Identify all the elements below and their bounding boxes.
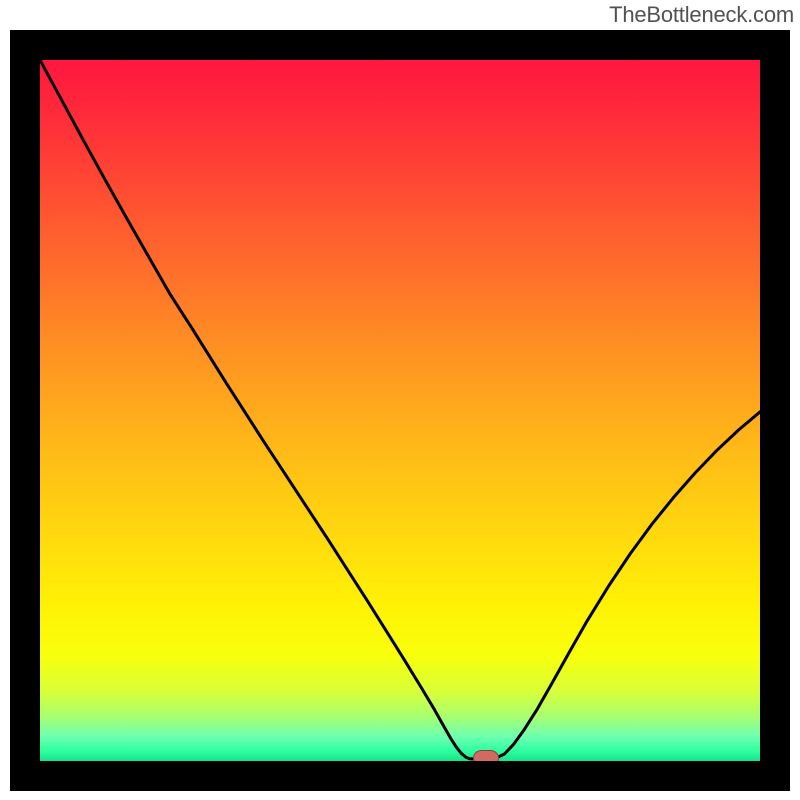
plot-area <box>40 60 760 761</box>
min-marker-pill <box>474 751 499 761</box>
watermark-text: TheBottleneck.com <box>609 2 794 28</box>
curve-svg <box>40 60 760 761</box>
bottleneck-curve <box>40 60 760 759</box>
chart-canvas: TheBottleneck.com <box>0 0 800 800</box>
min-marker <box>473 750 499 761</box>
